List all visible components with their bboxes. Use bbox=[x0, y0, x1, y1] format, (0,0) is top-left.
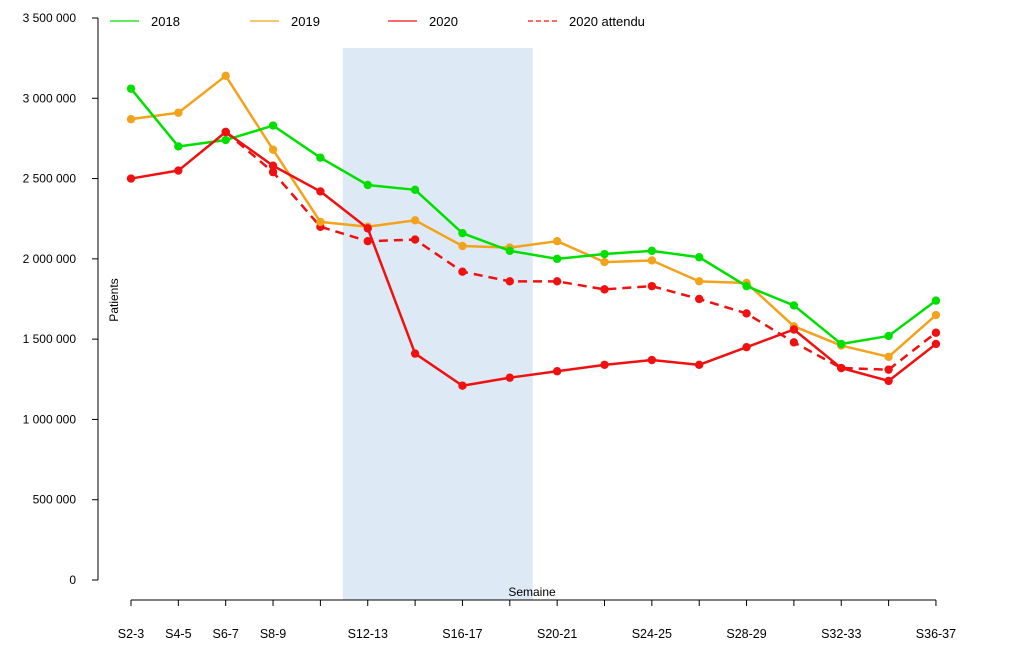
data-point bbox=[837, 363, 846, 373]
legend-label: 2020 attendu bbox=[569, 14, 645, 29]
y-tick-label: 3 500 000 bbox=[23, 11, 77, 25]
data-point bbox=[174, 166, 183, 175]
data-point bbox=[695, 277, 704, 286]
data-point bbox=[647, 246, 657, 256]
data-point bbox=[316, 187, 325, 196]
data-point bbox=[410, 216, 420, 225]
data-point bbox=[695, 360, 704, 370]
y-tick-label: 500 000 bbox=[33, 493, 77, 507]
data-point bbox=[221, 71, 230, 81]
series-line-2020-attendu bbox=[224, 131, 937, 371]
data-point bbox=[268, 167, 278, 177]
data-point bbox=[363, 236, 372, 246]
legend-label: 2019 bbox=[291, 14, 320, 29]
data-point bbox=[458, 228, 467, 238]
data-point bbox=[884, 331, 893, 341]
data-point bbox=[600, 360, 609, 370]
y-tick-label: 2 000 000 bbox=[23, 252, 77, 266]
data-point bbox=[126, 174, 136, 183]
x-tick-label: S28-29 bbox=[726, 627, 766, 641]
data-point bbox=[552, 254, 562, 264]
y-tick-label: 3 000 000 bbox=[23, 91, 77, 105]
x-tick-label: S32-33 bbox=[821, 627, 861, 641]
data-point bbox=[600, 285, 609, 294]
x-tick-label: S20-21 bbox=[537, 627, 577, 641]
data-point bbox=[931, 328, 941, 337]
data-point bbox=[552, 236, 562, 246]
series-line-2018 bbox=[130, 87, 937, 346]
data-point bbox=[316, 217, 325, 227]
legend-label: 2018 bbox=[151, 14, 180, 29]
x-tick-label: S16-17 bbox=[442, 627, 482, 641]
series-line-2020 bbox=[130, 130, 937, 387]
data-point bbox=[268, 121, 278, 130]
data-point bbox=[410, 235, 420, 244]
data-point bbox=[458, 267, 467, 276]
data-point bbox=[174, 108, 183, 117]
data-point bbox=[363, 224, 372, 233]
legend-label: 2020 bbox=[429, 14, 458, 29]
legend: 2018 2019 2020 2020 attendu bbox=[110, 14, 645, 29]
data-point bbox=[363, 180, 372, 190]
data-point bbox=[742, 281, 751, 291]
data-point bbox=[552, 277, 562, 286]
y-tick-label: 0 bbox=[69, 573, 76, 587]
axis-titles: Semaine Patients bbox=[107, 278, 556, 599]
y-axis-title: Patients bbox=[107, 278, 121, 321]
data-point bbox=[505, 246, 514, 256]
data-point bbox=[931, 310, 941, 320]
x-tick-label: S12-13 bbox=[348, 627, 388, 641]
data-point bbox=[268, 145, 278, 154]
data-point bbox=[742, 309, 751, 318]
data-point bbox=[884, 365, 893, 374]
series-layer bbox=[126, 71, 941, 390]
highlight-layer bbox=[342, 48, 533, 600]
data-point bbox=[174, 142, 183, 151]
data-point bbox=[742, 342, 751, 352]
x-tick-label: S2-3 bbox=[118, 627, 144, 641]
y-tick-label: 1 000 000 bbox=[23, 412, 77, 426]
data-point bbox=[789, 301, 799, 310]
series-line-2019 bbox=[130, 74, 937, 359]
x-tick-label: S36-37 bbox=[916, 627, 956, 641]
y-tick-label: 2 500 000 bbox=[23, 172, 77, 186]
data-point bbox=[316, 153, 325, 162]
data-point bbox=[695, 253, 704, 262]
data-point bbox=[789, 325, 799, 334]
x-tick-label: S24-25 bbox=[632, 627, 672, 641]
x-tick-label: S4-5 bbox=[165, 627, 191, 641]
data-point bbox=[884, 376, 893, 386]
x-tick-label: S8-9 bbox=[260, 627, 286, 641]
highlight-period bbox=[342, 48, 533, 600]
data-point bbox=[789, 338, 799, 347]
data-point bbox=[126, 114, 136, 124]
y-tick-label: 1 500 000 bbox=[23, 332, 77, 346]
data-point bbox=[647, 355, 657, 365]
data-point bbox=[600, 257, 609, 267]
data-point bbox=[268, 161, 278, 170]
data-point bbox=[505, 373, 514, 382]
data-point bbox=[647, 256, 657, 265]
data-point bbox=[695, 294, 704, 304]
x-tick-label: S6-7 bbox=[212, 627, 238, 641]
data-point bbox=[647, 281, 657, 291]
data-point bbox=[931, 339, 941, 349]
data-point bbox=[410, 185, 420, 195]
data-point bbox=[600, 249, 609, 259]
axes-layer: 0 500 000 1 000 000 1 500 000 2 000 000 2 500… bbox=[23, 11, 957, 641]
data-point bbox=[552, 367, 562, 376]
data-point bbox=[505, 277, 514, 286]
data-point bbox=[884, 352, 893, 362]
data-point bbox=[458, 241, 467, 251]
data-point bbox=[126, 84, 136, 93]
data-point bbox=[221, 127, 230, 137]
data-point bbox=[931, 296, 941, 305]
data-point bbox=[458, 381, 467, 390]
x-axis-title: Semaine bbox=[508, 585, 556, 599]
data-point bbox=[410, 349, 420, 358]
data-point bbox=[221, 135, 230, 145]
data-point bbox=[837, 339, 846, 349]
